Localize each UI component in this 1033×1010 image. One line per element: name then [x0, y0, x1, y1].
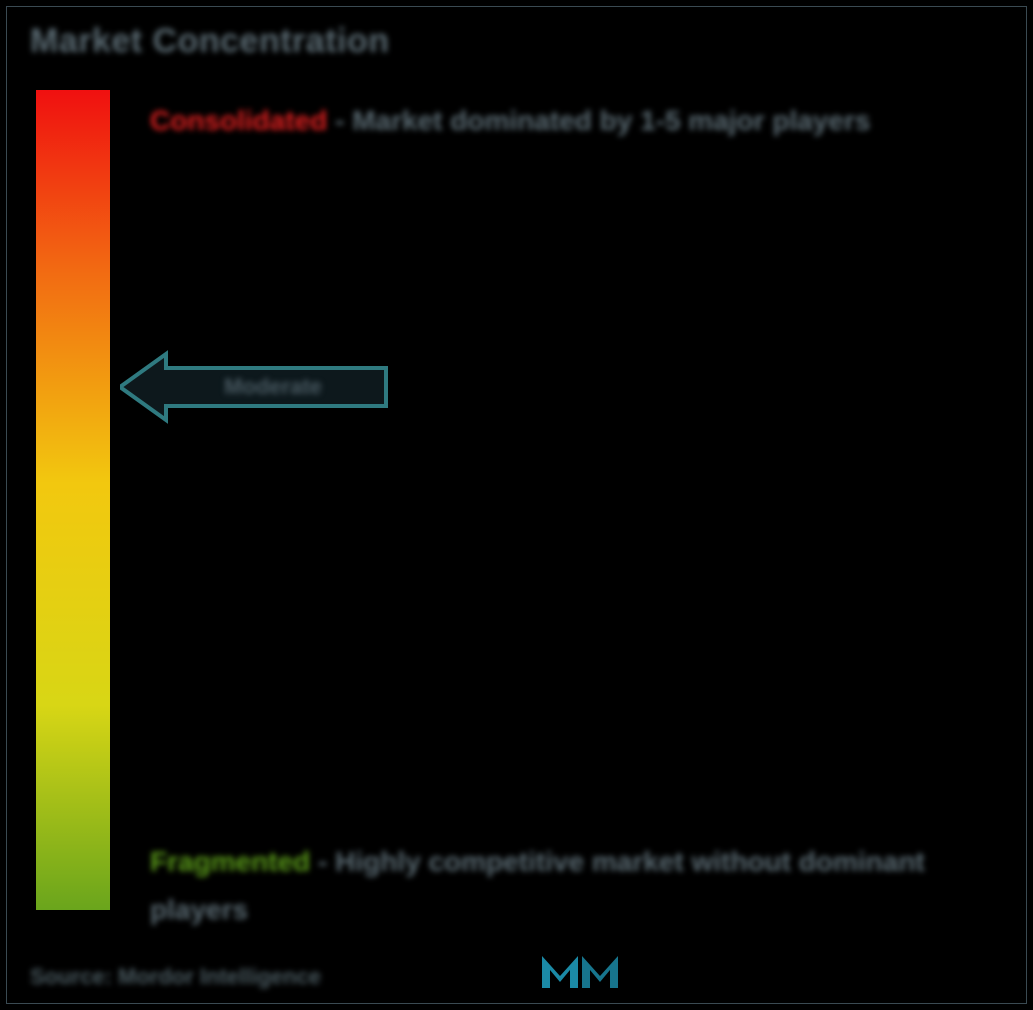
concentration-gradient-bar [36, 90, 110, 910]
consolidated-emphasis: Consolidated [150, 105, 327, 136]
consolidated-desc: - Market dominated by 1-5 major players [335, 105, 870, 136]
mordor-logo-icon [540, 946, 620, 994]
fragmented-emphasis: Fragmented [150, 846, 310, 877]
indicator-arrow: Moderate [120, 350, 390, 424]
fragmented-label: Fragmented - Highly competitive market w… [150, 838, 953, 933]
indicator-arrow-label: Moderate [120, 350, 390, 424]
chart-title: Market Concentration [30, 22, 390, 61]
consolidated-label: Consolidated - Market dominated by 1-5 m… [150, 100, 993, 142]
source-attribution: Source: Mordor Intelligence [30, 964, 321, 990]
